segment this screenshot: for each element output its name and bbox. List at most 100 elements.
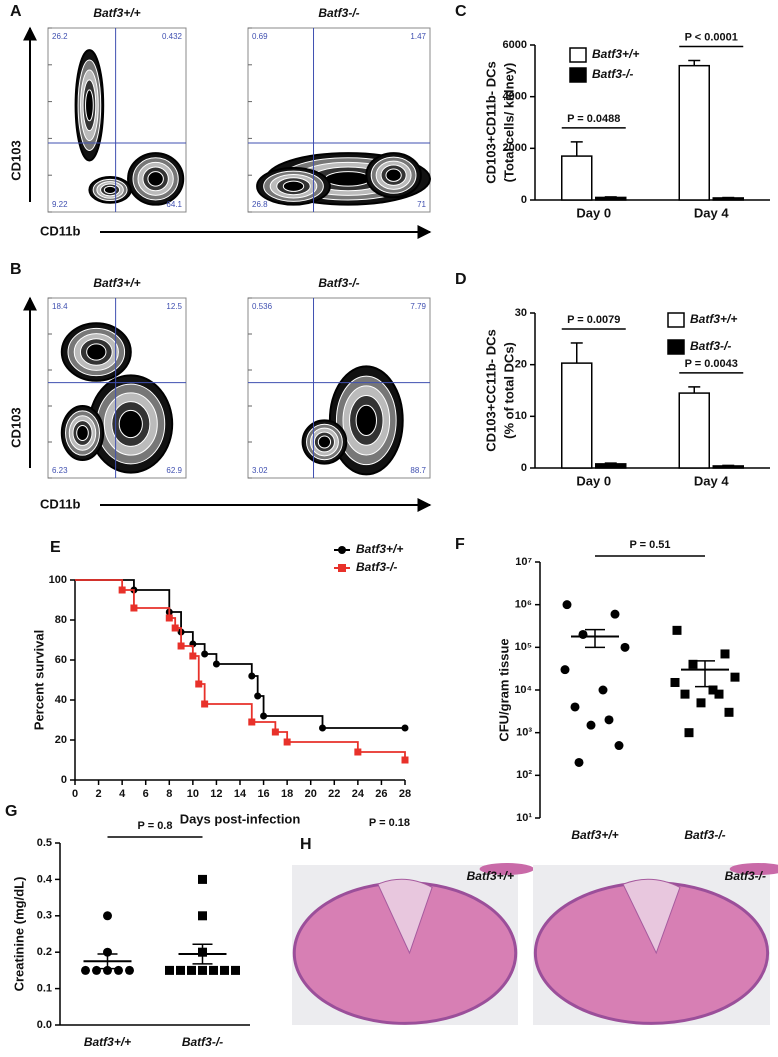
- p-value: P = 0.0043: [685, 358, 738, 370]
- panel-label: F: [455, 536, 465, 553]
- bar: [678, 64, 710, 201]
- x-tick-label: Day 4: [694, 205, 729, 220]
- point: [574, 757, 584, 767]
- x-tick-label: 10: [187, 788, 199, 800]
- point: [401, 756, 409, 764]
- y-tick-label: 4000: [503, 91, 527, 103]
- point: [125, 965, 134, 975]
- point: [578, 629, 588, 639]
- legend-label: Batf3+/+: [356, 542, 403, 556]
- panel-label: C: [455, 3, 467, 20]
- bar: [561, 155, 593, 201]
- point: [688, 659, 698, 669]
- y-tick-label: 100: [49, 574, 67, 586]
- quadrant-percent: 88.7: [410, 466, 426, 475]
- point: [92, 965, 101, 975]
- x-tick-label: 4: [119, 788, 126, 800]
- point: [81, 965, 90, 975]
- x-tick-label: 22: [328, 788, 340, 800]
- y-axis-label: (Total cells/ kidney): [501, 63, 516, 183]
- x-tick-label: 12: [210, 788, 222, 800]
- p-value: P = 0.0488: [567, 113, 620, 125]
- quadrant-percent: 64.1: [166, 200, 182, 209]
- point: [209, 965, 218, 975]
- plot-title: Batf3-/-: [318, 6, 359, 20]
- p-value: P = 0.18: [369, 817, 410, 829]
- y-axis-label: CD103+CD11b- DCs: [483, 61, 498, 183]
- legend-label: Batf3-/-: [592, 67, 633, 81]
- y-axis-label: Creatinine (mg/dL): [11, 877, 26, 992]
- bar: [712, 465, 744, 469]
- y-tick-label: 0: [521, 462, 527, 474]
- p-value: P = 0.8: [138, 820, 173, 832]
- panel-label: D: [455, 271, 467, 288]
- point: [103, 911, 112, 921]
- x-tick-label: Batf3+/+: [84, 1035, 131, 1049]
- point: [283, 738, 291, 746]
- contour: [147, 171, 164, 187]
- x-tick-label: 14: [234, 788, 247, 800]
- point: [354, 748, 362, 756]
- bar: [678, 392, 710, 469]
- x-tick-label: 6: [143, 788, 149, 800]
- point: [708, 685, 718, 695]
- y-tick-label: 0.3: [37, 910, 52, 922]
- point: [684, 728, 694, 738]
- x-tick-label: 0: [72, 788, 78, 800]
- quadrant-percent: 71: [417, 200, 426, 209]
- y-tick-label: 2000: [503, 142, 527, 154]
- panel-label: E: [50, 539, 61, 556]
- x-axis-label: CD11b: [40, 496, 81, 511]
- point: [319, 724, 326, 732]
- p-value: P = 0.51: [629, 539, 670, 551]
- point: [198, 965, 207, 975]
- legend-label: Batf3-/-: [356, 560, 397, 574]
- contour: [282, 180, 305, 192]
- contour: [85, 89, 94, 122]
- tissue-edge: [479, 863, 534, 875]
- contour: [103, 185, 117, 195]
- contour: [118, 409, 143, 439]
- x-tick-label: 26: [375, 788, 387, 800]
- legend-swatch: [667, 339, 685, 355]
- x-tick-label: Batf3-/-: [684, 828, 725, 842]
- y-tick-label: 0.4: [37, 873, 53, 885]
- y-axis-label: CD103: [8, 407, 23, 447]
- panel-label: A: [10, 3, 22, 20]
- point: [254, 692, 262, 700]
- y-tick-label: 0.2: [37, 946, 52, 958]
- point: [560, 665, 570, 675]
- p-value: P = 0.0079: [567, 314, 620, 326]
- point: [720, 649, 730, 659]
- quadrant-percent: 9.22: [52, 200, 68, 209]
- y-axis-label: CFU/gram tissue: [496, 638, 511, 741]
- x-tick-label: 18: [281, 788, 293, 800]
- point: [672, 625, 682, 635]
- y-axis-label: CD103+CC11b- DCs: [483, 329, 498, 451]
- x-tick-label: Day 4: [694, 473, 729, 488]
- point: [260, 712, 268, 720]
- x-tick-label: 2: [96, 788, 102, 800]
- panel-label: B: [10, 261, 22, 278]
- survival-line: [75, 579, 406, 760]
- x-tick-label: Batf3+/+: [571, 828, 618, 842]
- y-tick-label: 10³: [516, 727, 532, 739]
- quadrant-percent: 0.432: [162, 32, 183, 41]
- x-axis-label: Days post-infection: [180, 811, 301, 826]
- y-tick-label: 10⁵: [515, 641, 532, 653]
- point: [620, 642, 630, 652]
- panel-label: G: [5, 803, 17, 820]
- point: [165, 614, 173, 622]
- quadrant-percent: 0.69: [252, 32, 268, 41]
- survival-line: [75, 579, 405, 729]
- quadrant-percent: 0.536: [252, 302, 273, 311]
- point: [195, 680, 203, 688]
- contour: [317, 435, 332, 449]
- x-tick-label: Batf3-/-: [182, 1035, 223, 1049]
- point: [714, 689, 724, 699]
- contour: [324, 171, 372, 187]
- y-tick-label: 0: [61, 774, 67, 786]
- point: [586, 720, 596, 730]
- contour: [385, 168, 402, 182]
- plot-title: Batf3-/-: [318, 276, 359, 290]
